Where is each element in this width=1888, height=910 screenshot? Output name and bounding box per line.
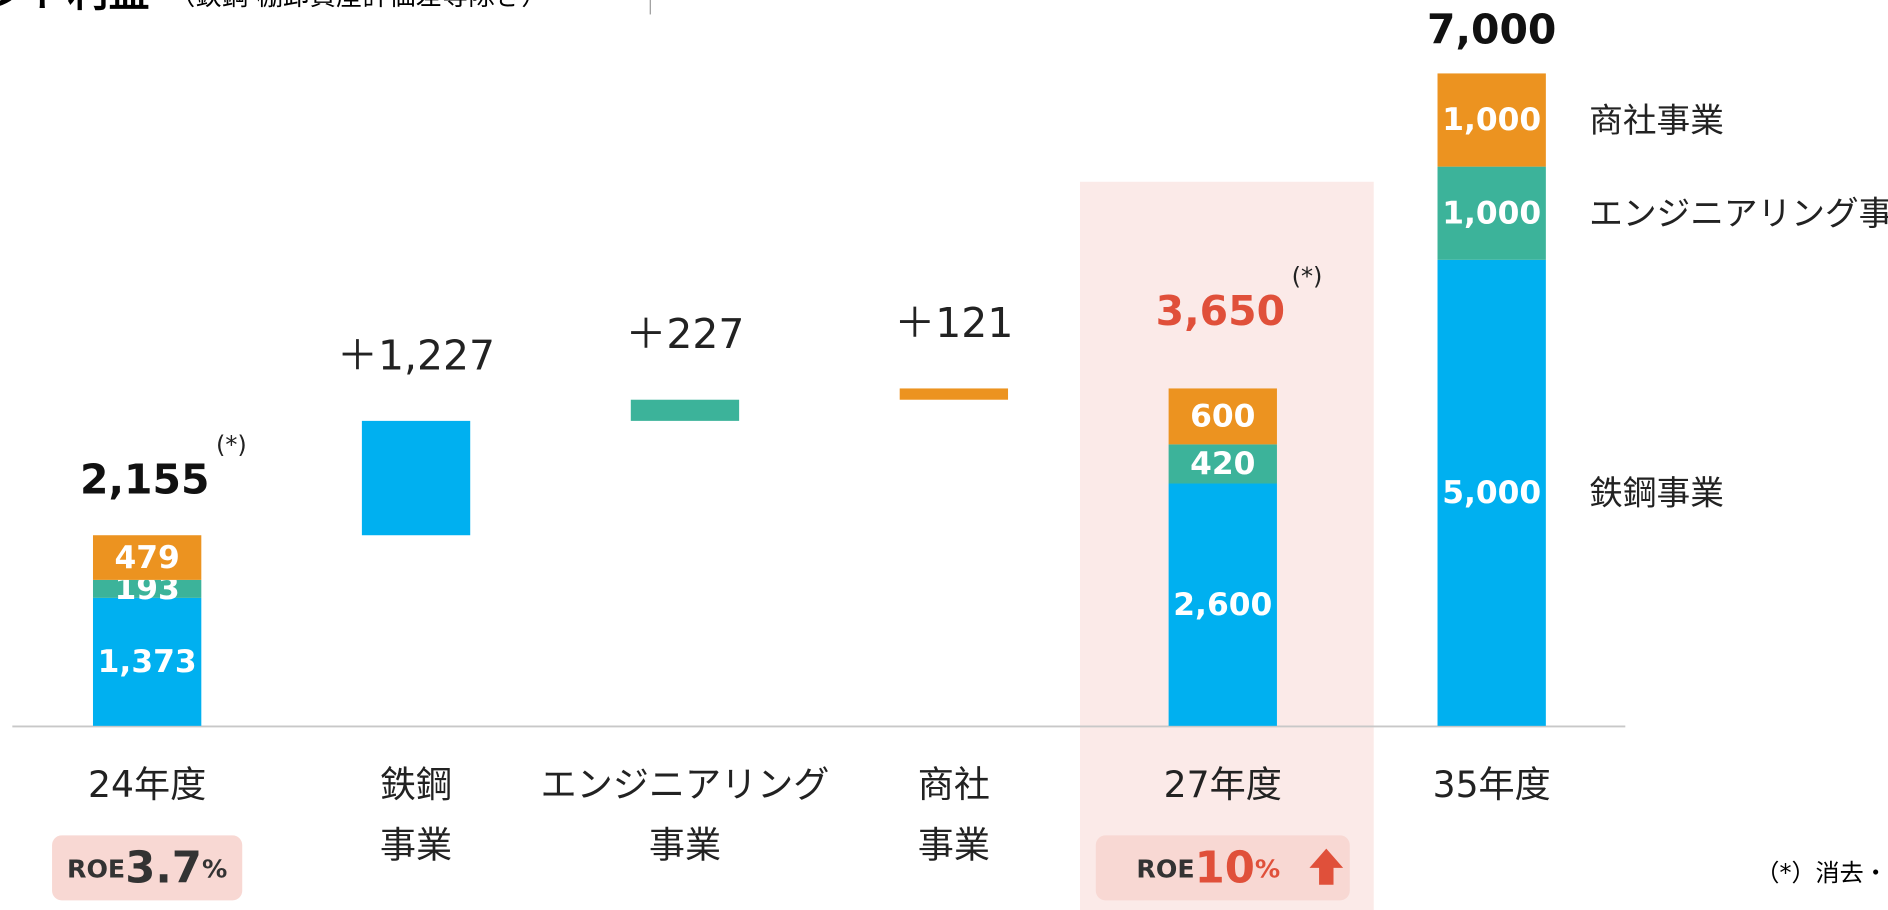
roe-prefix: ROE bbox=[1136, 854, 1194, 883]
roe-unit: % bbox=[1255, 854, 1280, 883]
delta-label: ＋227 bbox=[625, 310, 744, 358]
legend-label: 商社事業 bbox=[1589, 101, 1724, 140]
legend-label: 鉄鋼事業 bbox=[1589, 474, 1724, 513]
value-label: 5,000 bbox=[1442, 475, 1541, 511]
total-label: 3,650 bbox=[1156, 287, 1285, 335]
roe-value: 3.7 bbox=[125, 843, 202, 893]
roe-box bbox=[52, 835, 243, 901]
delta-label: ＋121 bbox=[894, 299, 1013, 347]
roe-prefix: ROE bbox=[67, 854, 125, 883]
roe-label: ROE10% bbox=[1136, 843, 1280, 893]
total-note: (*) bbox=[216, 431, 247, 459]
bar-segment bbox=[1168, 388, 1277, 445]
roe-value: 10 bbox=[1195, 843, 1255, 893]
value-label: 2,600 bbox=[1173, 587, 1272, 623]
delta-bar bbox=[361, 420, 471, 536]
chart-subtitle: （鉄鋼 棚卸資産評価差等除き） bbox=[169, 0, 548, 12]
bar-segment bbox=[1168, 483, 1277, 726]
value-label: 479 bbox=[114, 540, 179, 576]
bar-segment bbox=[1437, 259, 1546, 726]
bar-segment bbox=[1168, 444, 1277, 484]
value-label: 600 bbox=[1190, 399, 1255, 435]
roe-label: ROE3.7% bbox=[67, 843, 227, 893]
x-tick-label: 商社 bbox=[918, 763, 990, 806]
chart-title: ント利益 bbox=[0, 0, 149, 16]
roe-unit: % bbox=[202, 854, 227, 883]
total-label: 7,000 bbox=[1427, 5, 1556, 53]
delta-bar bbox=[630, 399, 740, 421]
bar-segment bbox=[92, 579, 202, 598]
x-tick-label: 24年度 bbox=[88, 763, 206, 806]
value-label: 1,000 bbox=[1442, 102, 1541, 138]
value-label: 1,000 bbox=[1442, 195, 1541, 231]
bar-segment bbox=[1437, 73, 1546, 167]
x-tick-label: 27年度 bbox=[1164, 763, 1282, 806]
value-label: 1,373 bbox=[98, 644, 197, 680]
x-tick-label: 事業 bbox=[918, 823, 990, 866]
roe-box bbox=[1095, 835, 1350, 901]
delta-bar bbox=[899, 388, 1009, 400]
bar-segment bbox=[1437, 166, 1546, 260]
x-tick-label: 事業 bbox=[380, 823, 452, 866]
bar-segment bbox=[92, 597, 202, 726]
bar-segment bbox=[92, 535, 202, 580]
up-arrow bbox=[1309, 848, 1344, 885]
total-note: (*) bbox=[1292, 263, 1323, 291]
x-tick-label: エンジニアリング bbox=[541, 763, 830, 806]
delta-label: ＋1,227 bbox=[337, 331, 495, 379]
total-label: 2,155 bbox=[80, 455, 209, 503]
x-tick-label: 事業 bbox=[649, 823, 721, 866]
x-tick-label: 35年度 bbox=[1433, 763, 1551, 806]
footnote: （*）消去・調整 bbox=[1755, 859, 1888, 887]
x-tick-label: 鉄鋼 bbox=[380, 763, 452, 806]
value-label: 420 bbox=[1190, 446, 1255, 482]
